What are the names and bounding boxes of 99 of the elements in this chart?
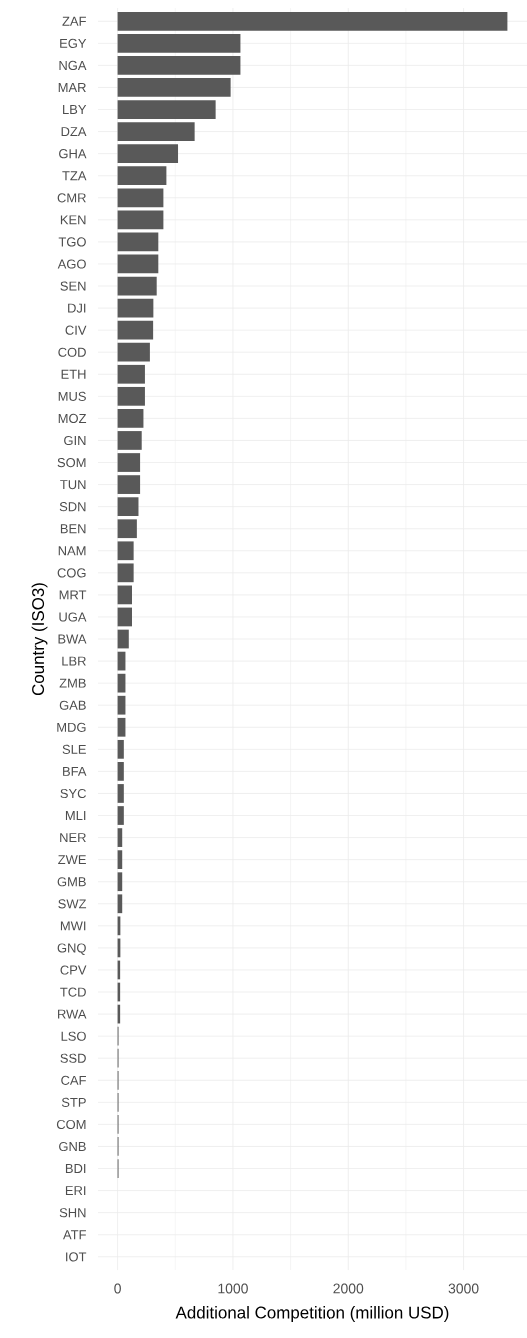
bar [117,519,137,539]
bar [117,386,145,406]
x-tick-label: 0 [114,1283,121,1294]
y-tick-label: COD [58,347,86,357]
bar [117,784,124,803]
y-tick-label: CIV [65,325,87,335]
y-tick-label: EGY [60,38,87,48]
bar [117,188,164,208]
y-tick-label: SSD [60,1053,86,1063]
y-axis-title: Country (ISO3) [31,583,48,696]
y-tick-label: IOT [66,1252,87,1262]
y-tick-label: LSO [61,1031,86,1041]
y-tick-label: AGO [57,259,86,269]
bar [117,739,124,759]
y-tick-label: SWZ [58,899,87,909]
y-tick-label: MUS [58,391,86,401]
y-tick-label: LBY [63,105,87,114]
bar [117,320,154,340]
bar [117,276,157,296]
y-tick-label: SOM [57,458,86,468]
y-tick-label: LBR [62,656,86,666]
bar [117,475,141,494]
bar [117,497,139,517]
y-tick-label: SYC [60,788,86,799]
y-tick-label: BEN [60,524,86,534]
bar [117,144,179,164]
y-tick-label: CAF [61,1075,86,1085]
bar [117,695,126,715]
bar [117,541,134,561]
y-tick-label: BWA [58,634,87,644]
bar [117,453,141,472]
bar [117,806,124,825]
x-axis-title: Additional Competition (million USD) [175,1306,449,1322]
y-tick-label: GNB [59,1141,86,1152]
y-tick-label: BFA [63,766,87,776]
bar [117,298,154,318]
y-tick-label: MRT [59,590,87,600]
y-tick-label: ETH [61,369,86,379]
bar [117,100,216,119]
x-tick-label: 3000 [448,1283,479,1294]
y-tick-label: MAR [58,83,86,92]
y-tick-label: ERI [65,1186,86,1196]
y-tick-label: ZWE [58,855,86,865]
y-tick-label: SLE [62,744,86,754]
bar [117,431,142,450]
y-tick-label: GMB [57,877,86,887]
y-tick-label: ATF [63,1230,86,1240]
y-tick-label: NGA [59,60,87,71]
y-tick-label: COG [57,568,86,578]
y-tick-label: MLI [65,811,86,820]
bar [117,563,134,583]
bar [117,210,164,230]
bar [117,11,508,31]
y-tick-label: KEN [60,215,86,225]
y-tick-label: DJI [68,303,86,313]
bar [117,673,126,693]
y-tick-label: UGA [59,612,87,622]
y-tick-label: NER [60,833,86,843]
bar [117,232,159,252]
bar [117,607,133,627]
y-tick-label: COM [56,1119,86,1130]
x-tick-label: 1000 [218,1283,248,1294]
x-tick-label: 2000 [333,1283,364,1294]
bar [117,122,195,141]
y-tick-label: CPV [60,965,87,975]
bar [117,717,126,737]
bar [117,56,241,75]
y-tick-label: SEN [60,281,86,291]
y-tick-label: TUN [60,480,86,490]
bar [117,409,144,428]
y-tick-label: GHA [59,149,87,159]
y-tick-label: TGO [58,237,86,247]
bar [117,364,145,384]
y-tick-label: TZA [62,171,87,181]
bar [117,342,150,362]
y-tick-label: SHN [59,1208,86,1218]
y-tick-label: STP [61,1097,86,1107]
y-tick-label: ZAF [62,16,86,26]
y-tick-label: CMR [57,193,86,203]
y-tick-label: DZA [61,127,87,137]
y-tick-label: GNQ [57,943,86,955]
bar [117,33,241,53]
y-tick-label: NAM [58,546,86,556]
y-tick-label: ZMB [59,678,86,688]
bar [117,762,124,781]
y-tick-label: BDI [65,1164,86,1173]
y-tick-label: GAB [59,700,86,710]
bar [117,78,231,97]
bar [117,585,133,605]
y-tick-label: MWI [60,921,86,931]
y-tick-label: MOZ [58,413,87,424]
bar [117,166,167,186]
y-tick-label: TCD [60,987,86,997]
y-tick-label: MDG [57,722,86,732]
bar [117,254,159,274]
y-tick-label: GIN [64,435,86,446]
y-tick-label: SDN [59,502,86,512]
bar [117,629,129,649]
y-tick-label: RWA [58,1009,87,1019]
